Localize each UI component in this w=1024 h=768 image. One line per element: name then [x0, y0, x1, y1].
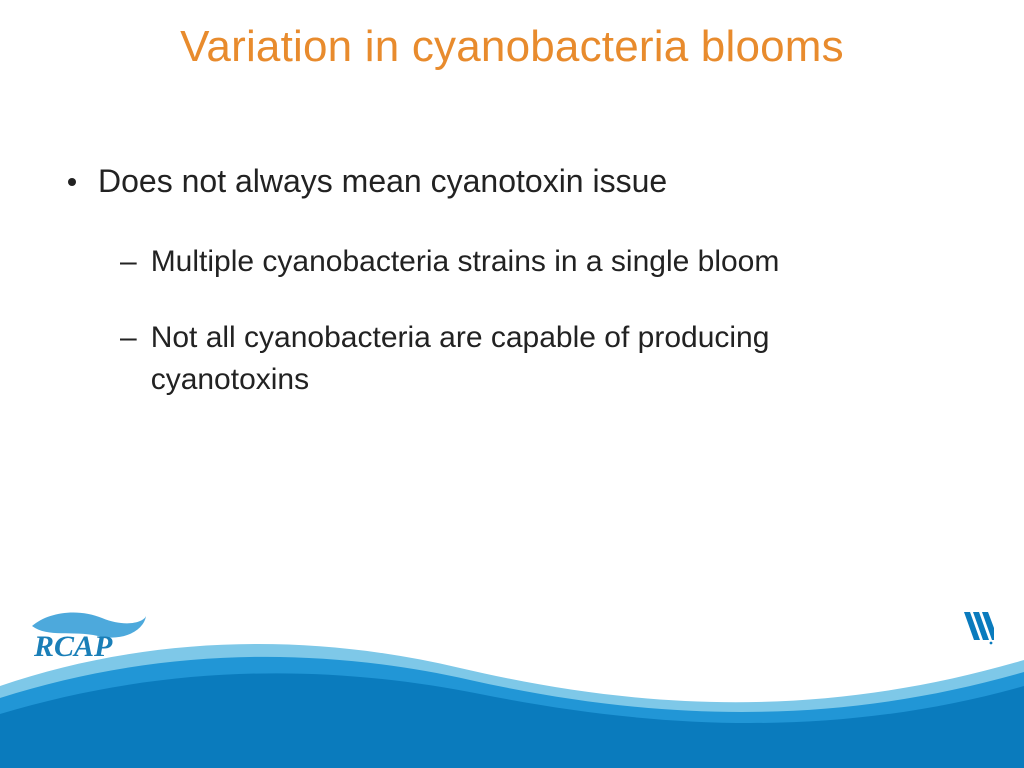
bullet-dash-icon: –	[120, 317, 137, 359]
wave-graphic-icon	[0, 568, 1024, 768]
rcap-logo-text: RCAP	[33, 630, 113, 663]
bullet-dash-icon: –	[120, 241, 137, 283]
wave-footer	[0, 568, 1024, 768]
bullet-text: Not all cyanobacteria are capable of pro…	[151, 317, 880, 401]
slide: Variation in cyanobacteria blooms Does n…	[0, 0, 1024, 768]
bullet-level2: – Not all cyanobacteria are capable of p…	[120, 317, 880, 401]
bullet-dot-icon	[68, 178, 76, 186]
slide-title: Variation in cyanobacteria blooms	[0, 22, 1024, 72]
rcap-logo-icon: RCAP	[28, 608, 148, 672]
bullet-text: Does not always mean cyanotoxin issue	[98, 160, 667, 203]
rcap-logo: RCAP	[28, 608, 148, 672]
bullet-level1: Does not always mean cyanotoxin issue	[68, 160, 956, 203]
bullet-level2: – Multiple cyanobacteria strains in a si…	[120, 241, 880, 283]
bullet-text: Multiple cyanobacteria strains in a sing…	[151, 241, 780, 283]
slide-body: Does not always mean cyanotoxin issue – …	[68, 160, 956, 435]
partner-logo	[960, 606, 994, 646]
droplet-stripes-icon	[960, 606, 994, 646]
